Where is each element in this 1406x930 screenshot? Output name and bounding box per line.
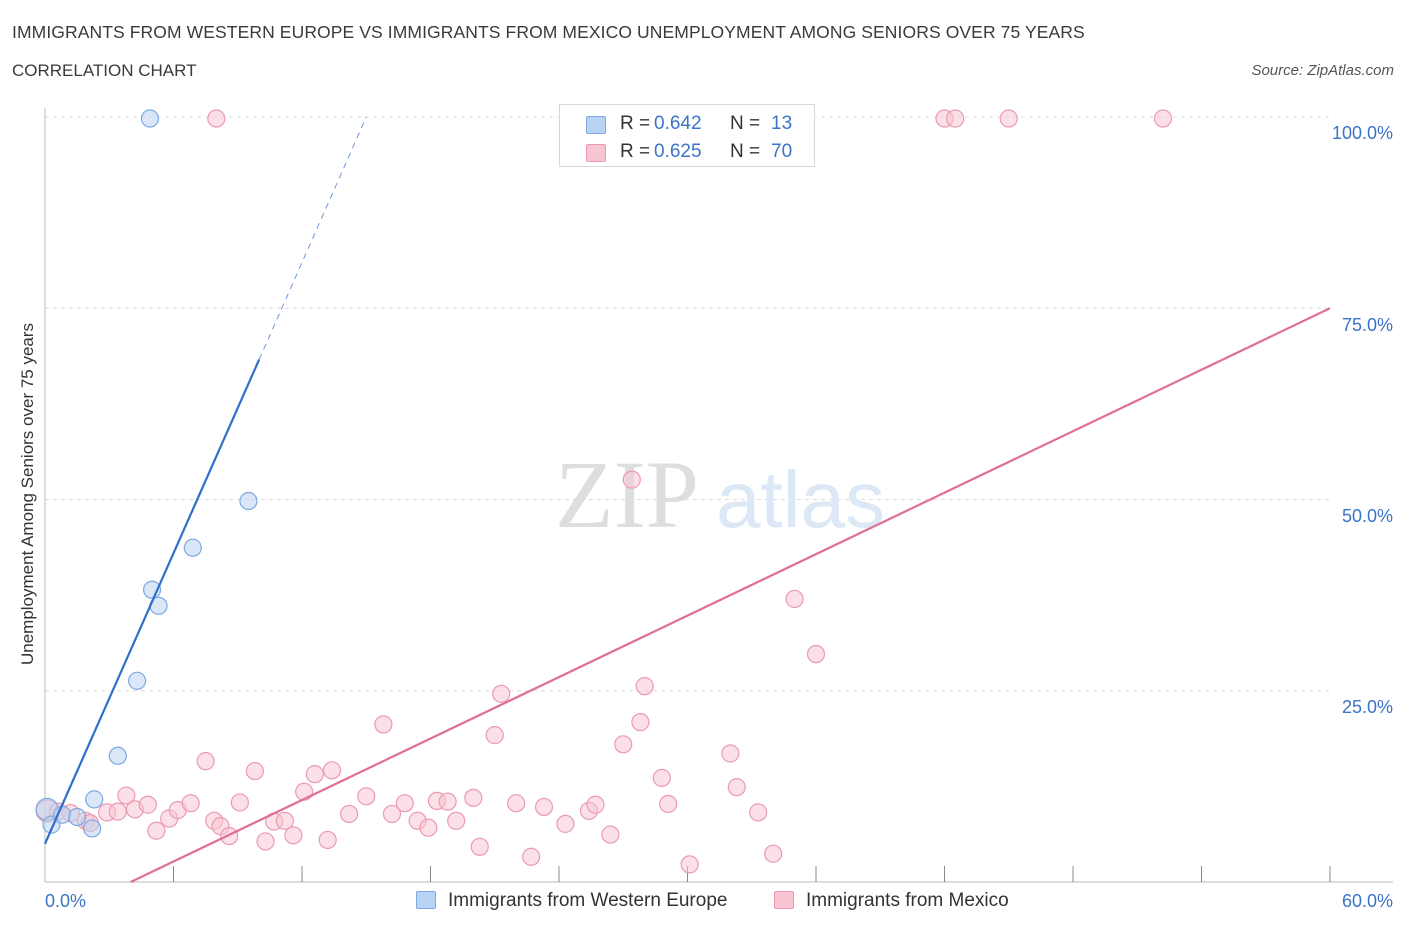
gridlines <box>45 116 1330 692</box>
mexico-point <box>727 778 746 797</box>
mexico-point <box>999 109 1018 128</box>
source-label: Source: ZipAtlas.com <box>1251 62 1394 79</box>
mexico-point <box>419 818 438 837</box>
legend-n-label: N = <box>730 113 761 134</box>
mexico-point <box>586 795 605 814</box>
mexico-point <box>556 814 575 833</box>
western-europe-trend-line <box>43 359 261 845</box>
legend-r-value: 0.642 <box>654 113 702 134</box>
mexico-point <box>659 794 678 814</box>
mexico-point <box>117 786 136 805</box>
legend-r-label: R = <box>620 141 651 162</box>
series-western-europe-points <box>35 109 258 838</box>
bottom-legend-swatch-mexico <box>774 891 794 909</box>
mexico-point <box>635 677 654 696</box>
bottom-legend-label-mexico: Immigrants from Mexico <box>806 890 1009 911</box>
western-europe-point <box>183 538 202 557</box>
mexico-point <box>601 825 620 844</box>
mexico-point <box>614 735 633 754</box>
western-europe-point <box>83 819 102 838</box>
watermark-atlas: atlas <box>716 455 885 544</box>
axes <box>44 108 1393 883</box>
mexico-point <box>464 788 483 807</box>
mexico-trend-line <box>130 307 1331 883</box>
chart-title: IMMIGRANTS FROM WESTERN EUROPE VS IMMIGR… <box>12 22 1085 42</box>
y-tick-75: 75.0% <box>1341 315 1393 335</box>
mexico-point <box>806 644 826 664</box>
mexico-point <box>785 589 804 609</box>
mexico-point <box>382 804 402 824</box>
mexico-point <box>680 855 699 874</box>
mexico-point <box>340 804 359 824</box>
x-tick-min: 0.0% <box>45 891 87 911</box>
mexico-point <box>108 802 127 821</box>
western-europe-point <box>140 109 160 128</box>
legend-n-label: N = <box>730 141 761 162</box>
bottom-legend-label-western-europe: Immigrants from Western Europe <box>448 890 728 911</box>
mexico-point <box>1153 109 1173 128</box>
legend-r-label: R = <box>620 113 651 134</box>
western-europe-point <box>127 671 147 690</box>
mexico-point <box>374 715 393 734</box>
bottom-legend-swatch-western-europe <box>416 891 436 909</box>
mexico-point <box>284 826 303 845</box>
mexico-point <box>207 109 226 128</box>
legend-swatch-western-europe <box>586 116 606 134</box>
mexico-point <box>447 811 466 830</box>
correlation-legend: R = 0.642 N = 13 R = 0.625 N = 70 <box>559 104 815 167</box>
mexico-point <box>492 684 511 703</box>
western-europe-point <box>239 491 258 511</box>
mexico-point <box>631 713 650 732</box>
mexico-point <box>507 794 526 813</box>
mexico-point <box>245 761 264 781</box>
legend-r-value: 0.625 <box>654 141 702 162</box>
mexico-point <box>357 787 376 806</box>
mexico-point <box>295 782 314 801</box>
mexico-point <box>652 768 671 788</box>
mexico-point <box>946 109 965 128</box>
y-tick-25: 25.0% <box>1341 697 1393 717</box>
western-europe-point <box>68 807 87 827</box>
mexico-point <box>534 797 554 817</box>
bottom-legend-mexico: Immigrants from Mexico <box>774 890 1009 912</box>
bottom-legend-western-europe: Immigrants from Western Europe <box>416 890 727 912</box>
x-tick-max: 60.0% <box>1341 891 1393 911</box>
mexico-point <box>522 847 541 866</box>
mexico-point <box>721 744 740 763</box>
western-europe-point <box>108 746 127 765</box>
mexico-point <box>764 844 783 863</box>
western-europe-trend-extension <box>258 116 367 360</box>
mexico-point <box>181 794 200 813</box>
mexico-point <box>138 795 157 814</box>
western-europe-point <box>85 790 104 809</box>
legend-swatch-mexico <box>586 144 606 162</box>
mexico-point <box>485 726 504 745</box>
watermark-zip: ZIP <box>555 441 699 548</box>
watermark: ZIP atlas <box>555 441 885 548</box>
mexico-point <box>147 821 166 840</box>
mexico-point <box>622 470 641 489</box>
y-tick-50: 50.0% <box>1341 506 1393 526</box>
mexico-point <box>470 837 489 856</box>
mexico-point <box>318 830 337 850</box>
legend-n-value: 13 <box>771 113 793 134</box>
mexico-point <box>220 826 239 846</box>
mexico-point <box>749 803 768 822</box>
mexico-point <box>230 793 249 812</box>
mexico-point <box>395 794 414 813</box>
y-tick-100: 100.0% <box>1331 123 1393 143</box>
chart-subtitle: CORRELATION CHART <box>12 61 197 80</box>
mexico-point <box>438 792 457 811</box>
mexico-point <box>196 752 215 771</box>
mexico-point <box>256 832 275 851</box>
mexico-point <box>275 811 294 830</box>
trend-lines <box>43 116 1331 883</box>
mexico-point <box>305 765 324 784</box>
legend-n-value: 70 <box>771 141 793 162</box>
mexico-point <box>322 761 342 780</box>
